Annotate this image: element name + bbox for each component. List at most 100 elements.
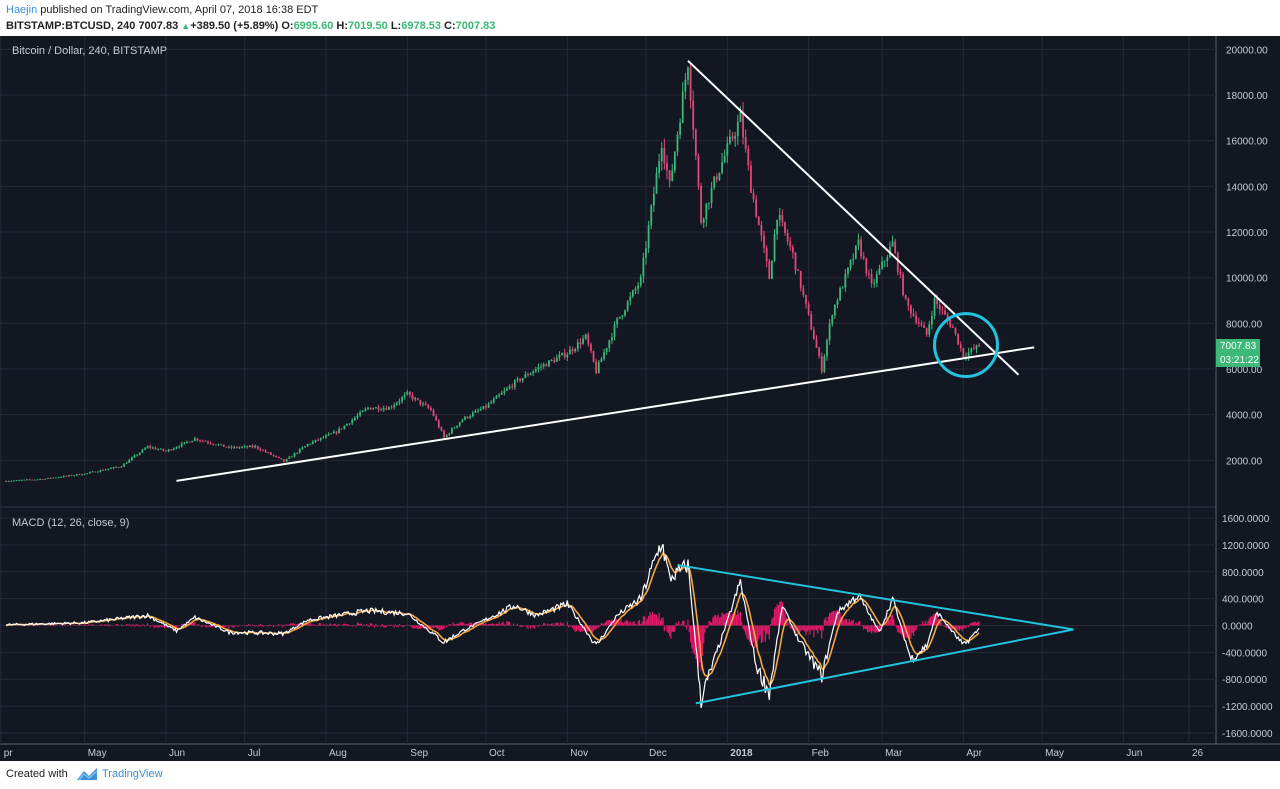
candle-body — [760, 225, 763, 236]
candle-body — [542, 364, 545, 367]
candle-body — [330, 433, 333, 435]
candle-body — [188, 441, 191, 443]
candle-body — [791, 247, 794, 253]
time-tick-label: May — [88, 748, 107, 759]
author-link[interactable]: Haejin — [6, 4, 38, 16]
price-axis[interactable]: 2000.00 4000.00 6000.00 8000.00 10000.00 1200… — [1226, 45, 1268, 467]
candle-body — [112, 467, 115, 469]
candle-body — [582, 338, 584, 344]
candle-body — [537, 366, 540, 370]
candle-body — [954, 327, 957, 334]
candle-body — [844, 273, 847, 288]
price-candles — [5, 64, 981, 483]
price-tick-label: 20000.00 — [1226, 45, 1268, 56]
candle-body — [784, 222, 786, 233]
drawings[interactable] — [176, 60, 1074, 705]
candle-body — [298, 448, 301, 453]
candle-body — [700, 185, 702, 223]
candle-body — [694, 129, 697, 156]
candle-body — [561, 352, 563, 356]
candle-body — [406, 391, 409, 395]
time-tick-label: pr — [4, 748, 14, 759]
candle-body — [781, 215, 784, 223]
macd-histogram — [5, 600, 980, 671]
candle-body — [962, 348, 965, 358]
candle-body — [972, 348, 975, 350]
time-axis[interactable]: pr May Jun Jul Aug Sep Oct Nov Dec 2018 Feb Mar Apr M… — [4, 748, 1204, 759]
candle-body — [823, 356, 826, 372]
candle-body — [621, 315, 624, 317]
symbol-name[interactable]: BITSTAMP:BTCUSD, 240 — [6, 20, 136, 32]
candle-body — [322, 437, 325, 439]
publish-text: published on TradingView.com, April 07, … — [37, 4, 319, 16]
macd-line — [5, 543, 980, 709]
candle-body — [75, 474, 78, 476]
candle-body — [671, 170, 674, 181]
candle-body — [485, 406, 487, 408]
candle-body — [721, 162, 723, 173]
candle-body — [272, 454, 275, 456]
candle-body — [881, 261, 883, 269]
candle-body — [810, 314, 813, 330]
candle-body — [529, 373, 532, 376]
candle-body — [57, 477, 60, 479]
macd-tick-label: -1200.0000 — [1222, 702, 1273, 713]
candle-body — [820, 356, 823, 372]
candle-body — [637, 285, 640, 289]
candle-body — [521, 377, 524, 381]
candle-body — [199, 440, 201, 442]
open-label: O: — [281, 20, 294, 32]
candle-body — [217, 444, 220, 446]
candle-body — [629, 296, 632, 302]
candle-body — [443, 430, 445, 438]
candle-body — [267, 452, 270, 453]
chart-canvas[interactable]: 2000.00 4000.00 6000.00 8000.00 10000.00 1200… — [0, 36, 1280, 761]
candle-body — [750, 165, 752, 193]
candle-body — [868, 273, 870, 275]
candle-body — [186, 441, 188, 443]
candle-body — [569, 349, 571, 355]
close-value: 7007.83 — [455, 20, 496, 32]
candle-body — [377, 407, 380, 410]
candle-body — [857, 239, 860, 246]
candle-body — [925, 327, 928, 335]
macd-trendline — [695, 628, 1074, 705]
candle-body — [474, 410, 477, 413]
candle-body — [228, 446, 230, 448]
candle-body — [563, 352, 566, 358]
candle-body — [65, 475, 68, 477]
tradingview-link[interactable]: TradingView — [102, 768, 163, 780]
macd-axis[interactable]: -1600.0000 -1200.0000 -800.0000 -400.0000 0.… — [1222, 514, 1273, 740]
candle-body — [894, 241, 897, 253]
candle-body — [18, 480, 21, 481]
candle-body — [836, 300, 839, 305]
candle-body — [393, 404, 396, 408]
candle-body — [920, 323, 923, 326]
candle-body — [209, 442, 212, 444]
candle-body — [886, 257, 889, 262]
candle-body — [372, 408, 375, 410]
candle-body — [414, 398, 417, 400]
candle-body — [238, 447, 241, 449]
time-tick-label: Nov — [570, 748, 588, 759]
candle-body — [639, 276, 642, 286]
candle-body — [419, 399, 422, 405]
candle-body — [592, 351, 595, 362]
candle-body — [10, 481, 13, 482]
chart-area[interactable]: 2000.00 4000.00 6000.00 8000.00 10000.00 1200… — [0, 36, 1280, 761]
candle-body — [301, 447, 304, 449]
candle-body — [910, 305, 912, 314]
candle-body — [742, 112, 744, 138]
candle-body — [684, 79, 687, 92]
candle-body — [180, 443, 183, 447]
candle-body — [212, 443, 215, 445]
time-tick-label: Mar — [885, 748, 903, 759]
candle-body — [191, 440, 194, 443]
candle-body — [162, 448, 165, 451]
candle-body — [870, 273, 873, 284]
macd-tick-label: 800.0000 — [1222, 568, 1264, 579]
candle-body — [896, 252, 899, 273]
close-label: C: — [444, 20, 456, 32]
candle-body — [351, 419, 354, 424]
price-tick-label: 16000.00 — [1226, 137, 1268, 148]
